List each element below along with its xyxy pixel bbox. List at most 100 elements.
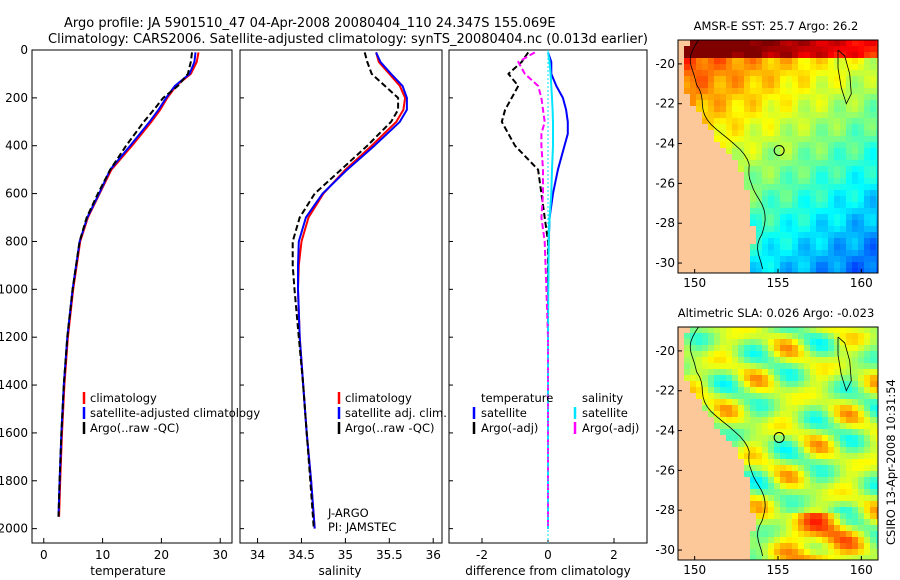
map-land-cell <box>684 489 690 495</box>
map-ocean-cell <box>798 136 804 142</box>
map-lat-tick-label: -28 <box>655 503 675 517</box>
map-land-cell <box>726 226 732 232</box>
map-ocean-cell <box>768 351 774 357</box>
map-ocean-cell <box>804 531 810 537</box>
map-ocean-cell <box>870 70 876 76</box>
map-ocean-cell <box>870 381 876 387</box>
map-ocean-cell <box>852 196 858 202</box>
map-land-cell <box>714 531 720 537</box>
map-land-cell <box>702 160 708 166</box>
map-ocean-cell <box>870 543 876 549</box>
map-land-cell <box>684 214 690 220</box>
map-land-cell <box>738 196 744 202</box>
map-ocean-cell <box>738 100 744 106</box>
map-land-cell <box>708 417 714 423</box>
map-ocean-cell <box>846 130 852 136</box>
map-land-cell <box>708 268 714 273</box>
temperature-legend: climatology satellite-adjusted climatolo… <box>82 391 260 435</box>
map-ocean-cell <box>828 148 834 154</box>
map-ocean-cell <box>840 429 846 435</box>
map-ocean-cell <box>762 100 768 106</box>
map-land-cell <box>708 447 714 453</box>
map-ocean-cell <box>798 166 804 172</box>
map-ocean-cell <box>786 369 792 375</box>
map-ocean-cell <box>696 106 702 112</box>
map-ocean-cell <box>786 244 792 250</box>
map-ocean-cell <box>852 184 858 190</box>
map-ocean-cell <box>822 345 828 351</box>
map-ocean-cell <box>876 453 878 459</box>
map-land-cell <box>738 214 744 220</box>
map-ocean-cell <box>774 106 780 112</box>
map-ocean-cell <box>810 46 816 52</box>
map-ocean-cell <box>852 94 858 100</box>
map-ocean-cell <box>762 184 768 190</box>
map-land-cell <box>678 411 684 417</box>
map-ocean-cell <box>762 88 768 94</box>
map-ocean-cell <box>750 220 756 226</box>
map-land-cell <box>696 232 702 238</box>
map-ocean-cell <box>720 88 726 94</box>
map-ocean-cell <box>780 64 786 70</box>
map-ocean-cell <box>786 46 792 52</box>
map-land-cell <box>690 447 696 453</box>
map-ocean-cell <box>798 435 804 441</box>
map-ocean-cell <box>816 76 822 82</box>
map-ocean-cell <box>852 190 858 196</box>
map-ocean-cell <box>846 399 852 405</box>
map-ocean-cell <box>816 507 822 513</box>
map-ocean-cell <box>852 477 858 483</box>
map-ocean-cell <box>774 555 780 560</box>
map-land-cell <box>690 483 696 489</box>
map-land-cell <box>684 411 690 417</box>
map-ocean-cell <box>684 64 690 70</box>
map-land-cell <box>744 190 750 196</box>
map-ocean-cell <box>762 232 768 238</box>
map-ocean-cell <box>822 124 828 130</box>
map-ocean-cell <box>768 190 774 196</box>
map-ocean-cell <box>798 202 804 208</box>
map-ocean-cell <box>840 70 846 76</box>
map-ocean-cell <box>876 100 878 106</box>
map-ocean-cell <box>876 52 878 58</box>
map-ocean-cell <box>822 327 828 333</box>
map-ocean-cell <box>828 429 834 435</box>
map-ocean-cell <box>756 46 762 52</box>
map-land-cell <box>684 124 690 130</box>
map-ocean-cell <box>768 495 774 501</box>
map-ocean-cell <box>750 148 756 154</box>
map-land-cell <box>702 214 708 220</box>
map-ocean-cell <box>714 405 720 411</box>
map-ocean-cell <box>828 154 834 160</box>
map-land-cell <box>684 465 690 471</box>
map-ocean-cell <box>798 208 804 214</box>
map-ocean-cell <box>792 537 798 543</box>
map-ocean-cell <box>756 501 762 507</box>
map-ocean-cell <box>864 399 870 405</box>
map-ocean-cell <box>810 369 816 375</box>
map-ocean-cell <box>840 250 846 256</box>
map-land-cell <box>678 52 684 58</box>
legend-label-satellite-adj: satellite adj. clim. <box>345 406 447 420</box>
map-ocean-cell <box>762 333 768 339</box>
map-ocean-cell <box>750 244 756 250</box>
map-ocean-cell <box>876 447 878 453</box>
depth-tick-label: 400 <box>5 139 28 153</box>
map-ocean-cell <box>816 238 822 244</box>
map-ocean-cell <box>750 70 756 76</box>
map-ocean-cell <box>774 351 780 357</box>
map-ocean-cell <box>840 495 846 501</box>
map-ocean-cell <box>708 357 714 363</box>
map-land-cell <box>738 531 744 537</box>
map-ocean-cell <box>810 184 816 190</box>
map-ocean-cell <box>822 148 828 154</box>
map-ocean-cell <box>858 178 864 184</box>
map-ocean-cell <box>834 88 840 94</box>
map-ocean-cell <box>738 381 744 387</box>
map-land-cell <box>744 549 750 555</box>
map-ocean-cell <box>852 381 858 387</box>
map-ocean-cell <box>840 208 846 214</box>
map-ocean-cell <box>846 208 852 214</box>
map-ocean-cell <box>816 184 822 190</box>
map-ocean-cell <box>840 423 846 429</box>
